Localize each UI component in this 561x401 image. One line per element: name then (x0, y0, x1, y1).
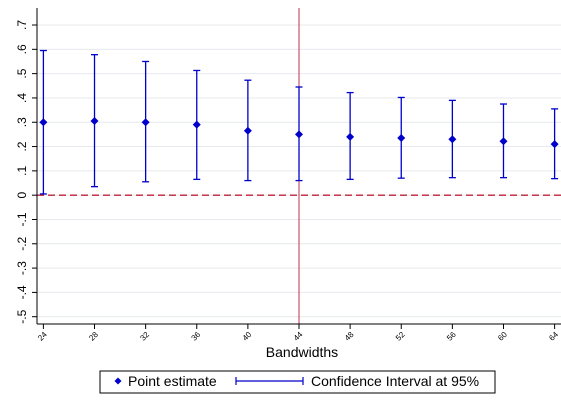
y-tick-label: -.2 (15, 236, 29, 250)
point-marker (550, 140, 559, 149)
point-marker (90, 117, 99, 126)
legend-ci-label: Confidence Interval at 95% (311, 373, 479, 389)
y-tick-label: .6 (15, 44, 29, 54)
y-ticks: -.5 -.4 -.3 -.2 -.1 0 .1 .2 .3 .4 .5 .6 .7 (15, 20, 37, 324)
y-tick-label: .1 (15, 166, 29, 176)
y-tick-label: -.4 (15, 285, 29, 299)
legend-point-label: Point estimate (128, 373, 217, 389)
point-marker (192, 120, 201, 129)
point-marker (243, 126, 252, 135)
y-tick-label: .4 (15, 93, 29, 103)
y-tick-label: .7 (15, 20, 29, 30)
legend-point-marker (114, 377, 122, 385)
point-marker (448, 135, 457, 144)
point-marker (397, 134, 406, 143)
point-marker (141, 118, 150, 127)
y-tick-label: .5 (15, 68, 29, 78)
y-tick-label: -.5 (15, 309, 29, 323)
y-tick-label: -.3 (15, 261, 29, 275)
point-markers (39, 117, 559, 149)
point-marker (499, 137, 508, 146)
point-marker (295, 130, 303, 139)
y-tick-label: .3 (15, 117, 29, 127)
point-marker (346, 132, 355, 141)
y-tick-label: 0 (15, 192, 29, 199)
point-marker (39, 118, 48, 127)
y-tick-label: .2 (15, 141, 29, 151)
legend-ci-marker (235, 377, 304, 385)
y-tick-label: -.1 (15, 212, 29, 226)
legend-box (99, 370, 496, 394)
x-axis-title: Bandwidths (266, 344, 338, 360)
legend: Point estimate Confidence Interval at 95… (99, 370, 496, 394)
